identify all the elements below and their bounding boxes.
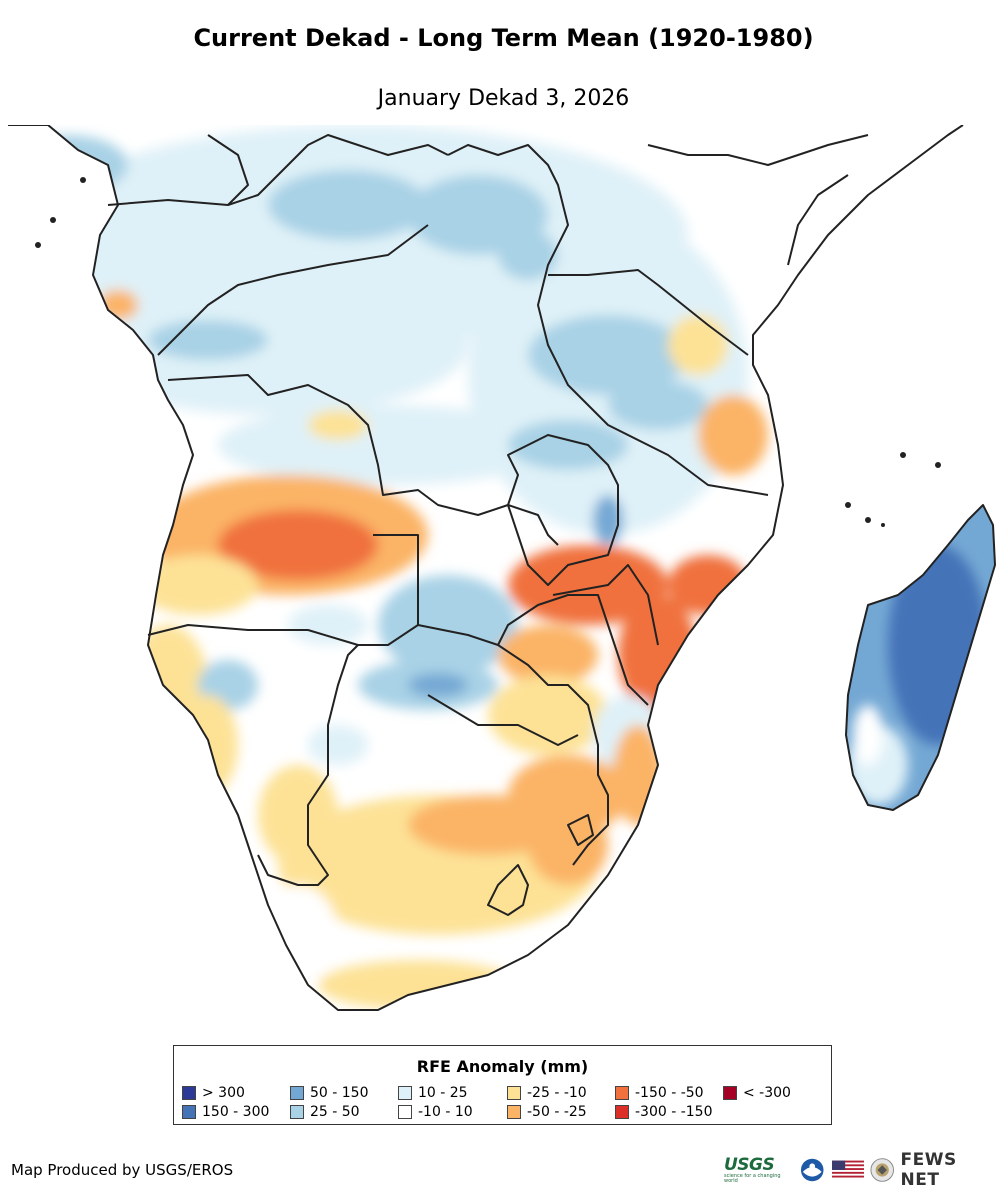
legend-swatch: [723, 1086, 737, 1100]
legend-item: 50 - 150: [290, 1084, 369, 1102]
map-credit: Map Produced by USGS/EROS: [11, 1161, 234, 1179]
legend-item: 10 - 25: [398, 1084, 468, 1102]
us-flag-icon: [832, 1160, 865, 1180]
anomaly-map: [8, 125, 996, 1011]
legend-swatch: [507, 1086, 521, 1100]
legend-title: RFE Anomaly (mm): [416, 1057, 589, 1076]
legend-label: -300 - -150: [635, 1104, 713, 1120]
partner-logos: USGS science for a changing world FEWS N…: [724, 1150, 996, 1190]
legend-label: -50 - -25: [527, 1104, 587, 1120]
legend-label: 150 - 300: [202, 1104, 270, 1120]
legend-swatch: [290, 1105, 304, 1119]
legend-item: -25 - -10: [507, 1084, 587, 1102]
map-subtitle: January Dekad 3, 2026: [377, 86, 630, 111]
legend: RFE Anomaly (mm) > 300 150 - 300 50 - 15…: [173, 1045, 832, 1125]
legend-swatch: [290, 1086, 304, 1100]
legend-item: 150 - 300: [182, 1103, 269, 1121]
map-title: Current Dekad - Long Term Mean (1920-198…: [193, 24, 814, 52]
legend-label: 10 - 25: [418, 1085, 468, 1101]
legend-item: 25 - 50: [290, 1103, 360, 1121]
legend-label: -150 - -50: [635, 1085, 704, 1101]
madagascar-anomaly-field: [846, 505, 995, 810]
noaa-logo-icon: [800, 1158, 824, 1182]
legend-label: -10 - 10: [418, 1104, 473, 1120]
legend-swatch: [398, 1105, 412, 1119]
legend-swatch: [615, 1086, 629, 1100]
fews-net-logo: FEWS NET: [900, 1150, 957, 1190]
legend-label: 25 - 50: [310, 1104, 360, 1120]
legend-swatch: [182, 1086, 196, 1100]
legend-swatch: [615, 1105, 629, 1119]
legend-label: > 300: [202, 1085, 245, 1101]
usgs-logo: USGS science for a changing world: [724, 1154, 781, 1184]
legend-swatch: [398, 1086, 412, 1100]
legend-item: -10 - 10: [398, 1103, 473, 1121]
legend-item: -150 - -50: [615, 1084, 704, 1102]
legend-swatch: [182, 1105, 196, 1119]
country-borders: [8, 125, 996, 1011]
mainland-anomaly-field: [8, 125, 963, 1010]
legend-label: -25 - -10: [527, 1085, 587, 1101]
island-markers: [35, 177, 941, 527]
state-department-seal-icon: [870, 1158, 895, 1182]
legend-label: 50 - 150: [310, 1085, 369, 1101]
legend-item: -300 - -150: [615, 1103, 713, 1121]
legend-item: < -300: [723, 1084, 791, 1102]
legend-item: > 300: [182, 1084, 245, 1102]
legend-swatch: [507, 1105, 521, 1119]
legend-label: < -300: [743, 1085, 791, 1101]
legend-item: -50 - -25: [507, 1103, 587, 1121]
